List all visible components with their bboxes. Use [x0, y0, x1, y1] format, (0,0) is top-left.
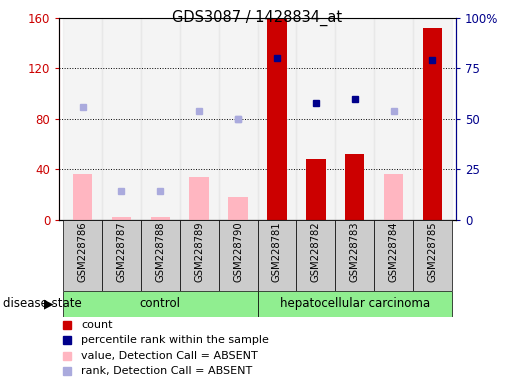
FancyBboxPatch shape: [180, 220, 219, 291]
Text: control: control: [140, 297, 181, 310]
Text: value, Detection Call = ABSENT: value, Detection Call = ABSENT: [81, 351, 258, 361]
Text: count: count: [81, 320, 113, 330]
Bar: [150, 217, 170, 220]
Bar: [335, 18, 374, 220]
Bar: [374, 18, 413, 220]
Text: GSM228787: GSM228787: [116, 222, 126, 282]
Text: GSM228784: GSM228784: [389, 222, 399, 282]
Text: GSM228783: GSM228783: [350, 222, 359, 282]
FancyBboxPatch shape: [63, 291, 258, 317]
Text: GDS3087 / 1428834_at: GDS3087 / 1428834_at: [173, 10, 342, 26]
FancyBboxPatch shape: [296, 220, 335, 291]
Text: ▶: ▶: [44, 297, 54, 310]
Text: disease state: disease state: [3, 297, 81, 310]
Bar: [180, 18, 219, 220]
FancyBboxPatch shape: [258, 291, 452, 317]
Bar: [219, 18, 258, 220]
Bar: [73, 174, 92, 220]
FancyBboxPatch shape: [413, 220, 452, 291]
Bar: [384, 174, 403, 220]
Bar: [102, 18, 141, 220]
Text: percentile rank within the sample: percentile rank within the sample: [81, 335, 269, 345]
Text: GSM228788: GSM228788: [156, 222, 165, 282]
FancyBboxPatch shape: [374, 220, 413, 291]
FancyBboxPatch shape: [63, 220, 102, 291]
Text: GSM228786: GSM228786: [78, 222, 88, 282]
Text: GSM228785: GSM228785: [427, 222, 437, 282]
Text: GSM228790: GSM228790: [233, 222, 243, 282]
Bar: [141, 18, 180, 220]
Bar: [258, 18, 296, 220]
Bar: [306, 159, 325, 220]
Text: hepatocellular carcinoma: hepatocellular carcinoma: [280, 297, 430, 310]
FancyBboxPatch shape: [141, 220, 180, 291]
FancyBboxPatch shape: [335, 220, 374, 291]
Text: GSM228781: GSM228781: [272, 222, 282, 282]
Text: GSM228782: GSM228782: [311, 222, 321, 282]
Bar: [413, 18, 452, 220]
Bar: [296, 18, 335, 220]
Bar: [423, 28, 442, 220]
Bar: [112, 217, 131, 220]
FancyBboxPatch shape: [258, 220, 296, 291]
FancyBboxPatch shape: [219, 220, 258, 291]
Bar: [267, 18, 287, 220]
FancyBboxPatch shape: [102, 220, 141, 291]
Bar: [63, 18, 102, 220]
Text: rank, Detection Call = ABSENT: rank, Detection Call = ABSENT: [81, 366, 252, 376]
Bar: [190, 177, 209, 220]
Bar: [228, 197, 248, 220]
Text: GSM228789: GSM228789: [194, 222, 204, 282]
Bar: [345, 154, 365, 220]
